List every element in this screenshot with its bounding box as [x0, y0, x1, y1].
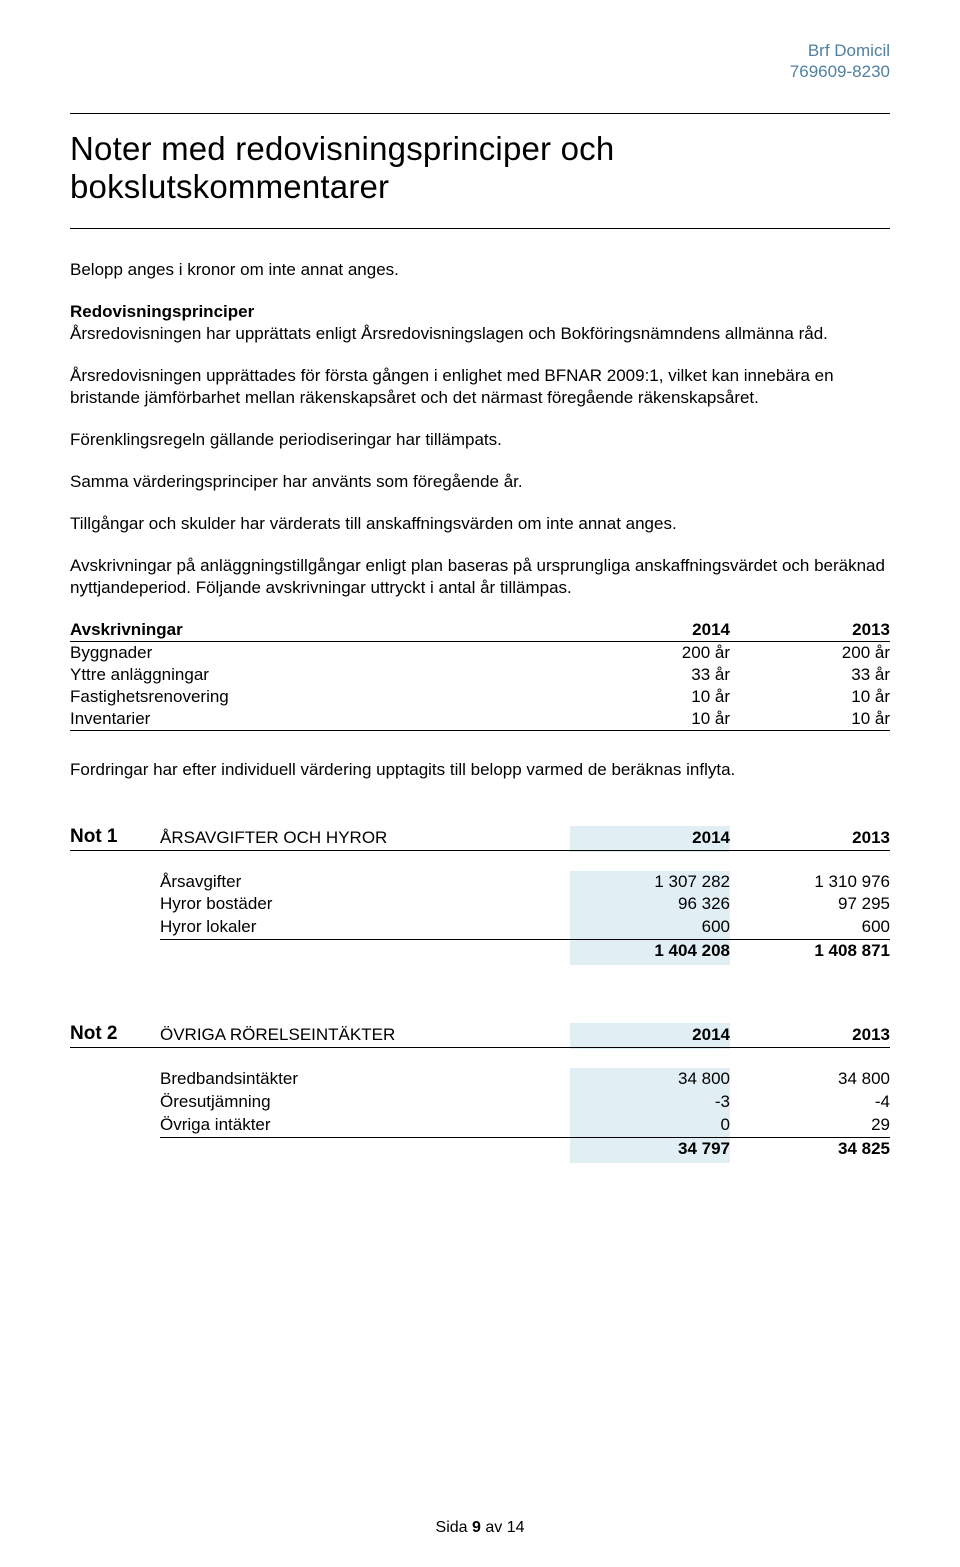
- table-row: Öresutjämning -3 -4: [70, 1091, 890, 1114]
- dep-cell: 10 år: [730, 708, 890, 731]
- note-cell: 34 800: [730, 1068, 890, 1091]
- note-2-block: Not 2 ÖVRIGA RÖRELSEINTÄKTER 2014 2013 B…: [70, 1023, 890, 1161]
- note-row-label: Övriga intäkter: [160, 1114, 570, 1138]
- table-row: Fastighetsrenovering 10 år 10 år: [70, 686, 890, 708]
- dep-header-year-2013: 2013: [730, 619, 890, 642]
- note-total-row: 34 797 34 825: [70, 1138, 890, 1161]
- note-1-block: Not 1 ÅRSAVGIFTER OCH HYROR 2014 2013 År…: [70, 826, 890, 964]
- footer-total-pages: 14: [507, 1519, 525, 1536]
- note-total-cell: 34 797: [570, 1138, 730, 1161]
- org-number: 769609-8230: [70, 61, 890, 82]
- note-cell: 29: [730, 1114, 890, 1138]
- document-page: Brf Domicil 769609-8230 Noter med redovi…: [0, 0, 960, 1567]
- table-row: Yttre anläggningar 33 år 33 år: [70, 664, 890, 686]
- bfnar-paragraph: Årsredovisningen upprättades för första …: [70, 365, 890, 409]
- principles-paragraph: Redovisningsprinciper Årsredovisningen h…: [70, 301, 890, 345]
- note-2-year-2013: 2013: [730, 1025, 890, 1047]
- note-2-body: Bredbandsintäkter 34 800 34 800 Öresutjä…: [70, 1068, 890, 1161]
- note-row-label: Hyror lokaler: [160, 916, 570, 940]
- note-1-title: ÅRSAVGIFTER OCH HYROR: [160, 828, 570, 850]
- note-2-id: Not 2: [70, 1023, 160, 1047]
- valuation-principles-paragraph: Samma värderingsprinciper har använts so…: [70, 471, 890, 493]
- intro-paragraph: Belopp anges i kronor om inte annat ange…: [70, 259, 890, 281]
- principles-body: Årsredovisningen har upprättats enligt Å…: [70, 324, 828, 343]
- note-cell: 96 326: [570, 893, 730, 916]
- depreciation-intro-paragraph: Avskrivningar på anläggningstillgångar e…: [70, 555, 890, 599]
- note-1-body: Årsavgifter 1 307 282 1 310 976 Hyror bo…: [70, 871, 890, 964]
- note-2-year-2014: 2014: [570, 1025, 730, 1047]
- assets-paragraph: Tillgångar och skulder har värderats til…: [70, 513, 890, 535]
- table-row: Årsavgifter 1 307 282 1 310 976: [70, 871, 890, 894]
- note-total-cell: 1 404 208: [570, 940, 730, 963]
- footer-page-number: 9: [472, 1519, 481, 1536]
- dep-cell: 33 år: [730, 664, 890, 686]
- table-row: Hyror bostäder 96 326 97 295: [70, 893, 890, 916]
- footer-prefix: Sida: [436, 1519, 472, 1536]
- note-1-year-2013: 2013: [730, 828, 890, 850]
- depreciation-table: Avskrivningar 2014 2013 Byggnader 200 år…: [70, 619, 890, 731]
- rule-above-title: [70, 113, 890, 114]
- dep-row-label: Yttre anläggningar: [70, 664, 570, 686]
- note-cell: 0: [570, 1114, 730, 1138]
- table-row: Byggnader 200 år 200 år: [70, 642, 890, 665]
- dep-cell: 10 år: [570, 708, 730, 731]
- org-name: Brf Domicil: [70, 40, 890, 61]
- note-total-cell: 34 825: [730, 1138, 890, 1161]
- note-cell: 34 800: [570, 1068, 730, 1091]
- principles-heading: Redovisningsprinciper: [70, 302, 254, 321]
- note-cell: 1 307 282: [570, 871, 730, 894]
- note-cell: 600: [730, 916, 890, 940]
- dep-cell: 200 år: [730, 642, 890, 665]
- dep-header-label: Avskrivningar: [70, 619, 570, 642]
- note-1-year-2014: 2014: [570, 828, 730, 850]
- note-cell: 1 310 976: [730, 871, 890, 894]
- note-row-label: Öresutjämning: [160, 1091, 570, 1114]
- note-row-label: Hyror bostäder: [160, 893, 570, 916]
- page-title: Noter med redovisningsprinciper och boks…: [70, 130, 890, 206]
- note-total-cell: 1 408 871: [730, 940, 890, 963]
- table-row: Inventarier 10 år 10 år: [70, 708, 890, 731]
- note-cell: 600: [570, 916, 730, 940]
- dep-header-year-2014: 2014: [570, 619, 730, 642]
- note-cell: 97 295: [730, 893, 890, 916]
- dep-row-label: Inventarier: [70, 708, 570, 731]
- note-cell: -4: [730, 1091, 890, 1114]
- note-1-id: Not 1: [70, 826, 160, 850]
- rule-below-title: [70, 228, 890, 229]
- dep-row-label: Byggnader: [70, 642, 570, 665]
- note-row-label: Bredbandsintäkter: [160, 1068, 570, 1091]
- note-cell: -3: [570, 1091, 730, 1114]
- dep-cell: 33 år: [570, 664, 730, 686]
- simplification-paragraph: Förenklingsregeln gällande periodisering…: [70, 429, 890, 451]
- page-footer: Sida 9 av 14: [0, 1519, 960, 1537]
- dep-row-label: Fastighetsrenovering: [70, 686, 570, 708]
- note-2-title: ÖVRIGA RÖRELSEINTÄKTER: [160, 1025, 570, 1047]
- table-row: Hyror lokaler 600 600: [70, 916, 890, 940]
- receivables-paragraph: Fordringar har efter individuell värderi…: [70, 759, 890, 781]
- note-2-header: Not 2 ÖVRIGA RÖRELSEINTÄKTER 2014 2013: [70, 1023, 890, 1048]
- note-1-header: Not 1 ÅRSAVGIFTER OCH HYROR 2014 2013: [70, 826, 890, 851]
- dep-cell: 10 år: [730, 686, 890, 708]
- footer-mid: av: [481, 1519, 507, 1536]
- note-total-row: 1 404 208 1 408 871: [70, 940, 890, 963]
- note-row-label: Årsavgifter: [160, 871, 570, 894]
- table-row: Bredbandsintäkter 34 800 34 800: [70, 1068, 890, 1091]
- dep-cell: 200 år: [570, 642, 730, 665]
- table-row: Övriga intäkter 0 29: [70, 1114, 890, 1138]
- depreciation-table-header-row: Avskrivningar 2014 2013: [70, 619, 890, 642]
- document-header: Brf Domicil 769609-8230: [70, 40, 890, 83]
- dep-cell: 10 år: [570, 686, 730, 708]
